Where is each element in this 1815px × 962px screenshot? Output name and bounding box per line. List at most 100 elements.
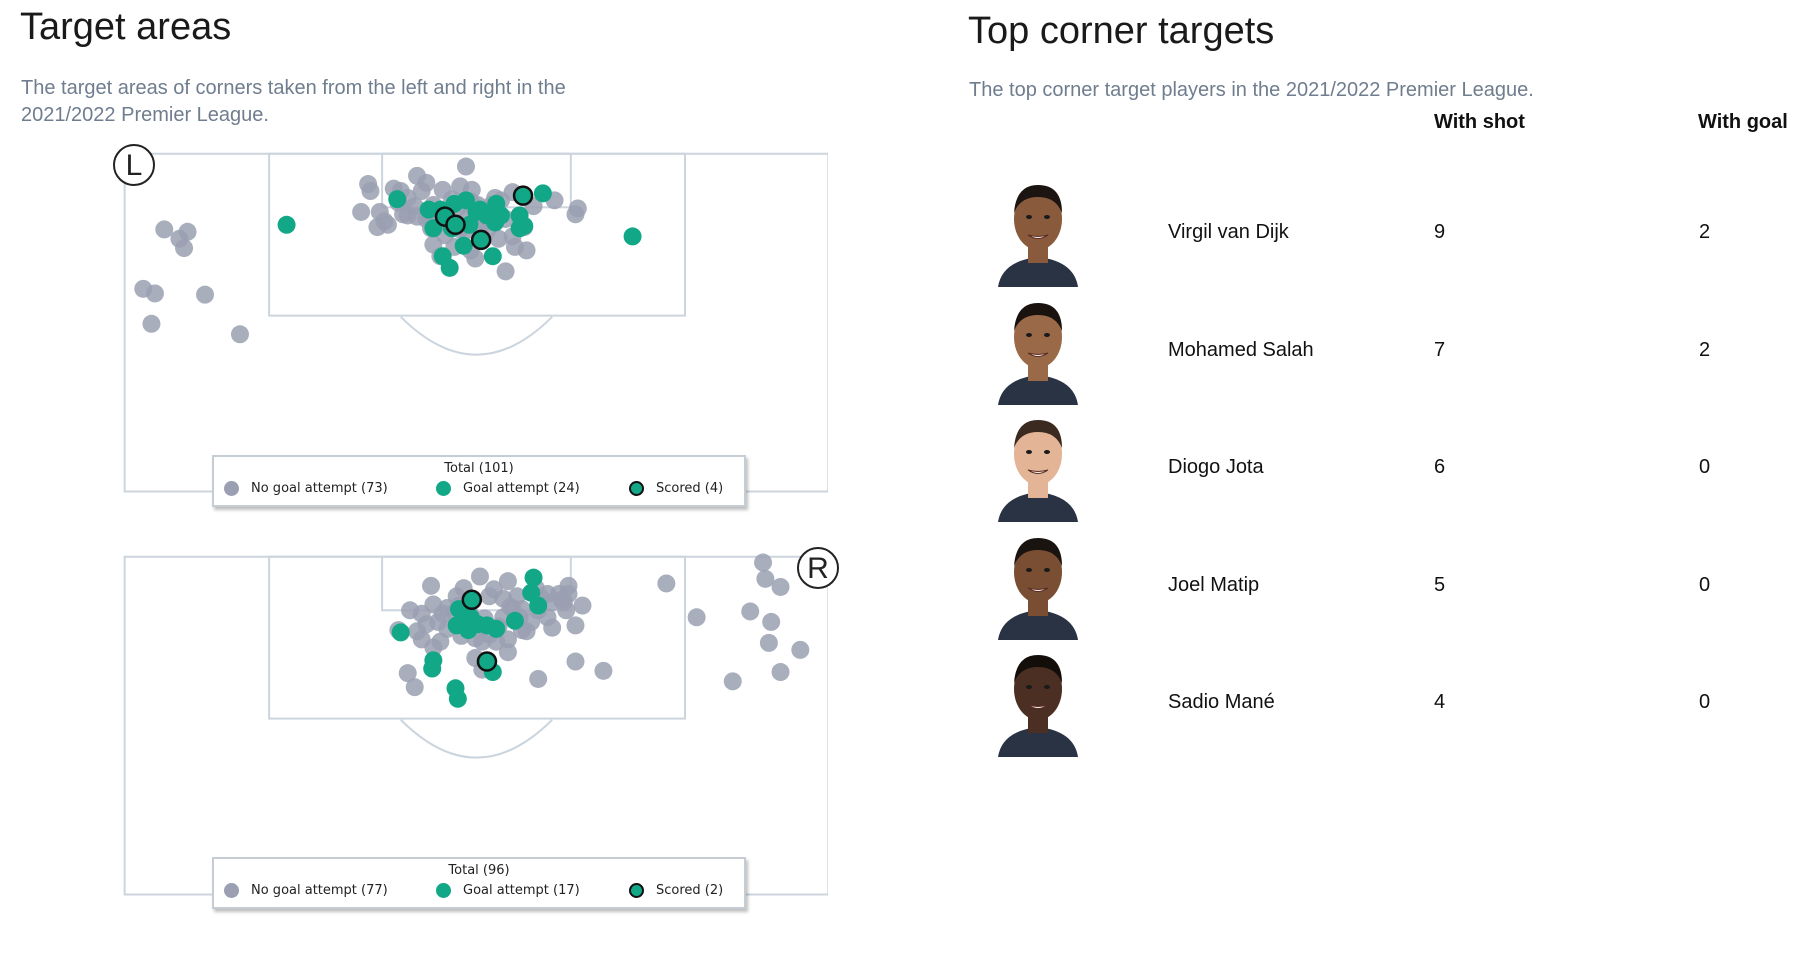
target-areas-title: Target areas xyxy=(20,6,232,48)
player-name: Sadio Mané xyxy=(1168,691,1275,713)
penalty-arc xyxy=(400,316,553,356)
corner-target-point xyxy=(741,602,760,621)
player-with-goal: 0 xyxy=(1699,574,1711,596)
hair-shape xyxy=(1014,185,1062,213)
face-shape xyxy=(1014,188,1062,250)
legend-scored: Scored (4) xyxy=(629,481,723,496)
scored-dot-icon xyxy=(629,883,644,898)
corner-target-point xyxy=(791,640,810,659)
corner-target-point xyxy=(461,608,480,627)
corner-target-point xyxy=(657,574,676,593)
player-name: Virgil van Dijk xyxy=(1168,221,1289,243)
goal-attempt-dot-icon xyxy=(436,883,451,898)
corner-target-point xyxy=(529,669,548,688)
corner-target-point xyxy=(456,191,475,210)
smile-shape xyxy=(1027,704,1049,709)
shirt-shape xyxy=(998,375,1078,405)
hair-shape xyxy=(1014,420,1062,448)
player-avatar xyxy=(998,655,1078,757)
corner-target-point xyxy=(489,229,508,248)
corner-target-point xyxy=(498,572,517,591)
corner-target-point xyxy=(566,205,585,224)
corner-target-point xyxy=(723,672,742,691)
corner-target-point xyxy=(522,583,541,602)
corner-target-point xyxy=(155,220,174,239)
corner-target-point xyxy=(378,215,397,234)
right-corner-pitch-chart xyxy=(123,553,828,896)
corner-target-point xyxy=(496,262,515,281)
corner-target-point xyxy=(505,237,524,256)
player-with-shot: 5 xyxy=(1434,574,1446,596)
corner-target-point xyxy=(573,596,592,615)
corner-target-point xyxy=(498,643,517,662)
corner-target-point xyxy=(391,623,410,642)
corner-target-point xyxy=(524,568,543,587)
player-with-goal: 2 xyxy=(1699,339,1711,361)
penalty-arc xyxy=(400,719,553,759)
target-areas-subtitle: The target areas of corners taken from t… xyxy=(21,77,566,126)
eye-shape xyxy=(1044,215,1050,219)
legend-scored: Scored (2) xyxy=(629,883,723,898)
corner-target-point xyxy=(440,258,459,277)
corner-target-point xyxy=(771,663,790,682)
legend-scored-label: Scored (2) xyxy=(656,883,724,898)
corner-target-point xyxy=(623,227,642,246)
corner-target-point xyxy=(196,285,215,304)
corner-target-point xyxy=(230,325,249,344)
left-legend-total: Total (101) xyxy=(444,461,514,476)
face-shape xyxy=(1014,658,1062,720)
hair-shape xyxy=(1014,655,1062,683)
player-with-shot: 6 xyxy=(1434,456,1446,478)
corner-target-point xyxy=(142,314,161,333)
eye-shape xyxy=(1026,685,1032,689)
player-name: Joel Matip xyxy=(1168,574,1260,596)
corner-target-point xyxy=(460,215,479,234)
corner-target-point xyxy=(762,612,781,631)
player-row: Diogo Jota 6 0 xyxy=(990,410,1790,522)
smile-shape xyxy=(1027,234,1049,239)
eye-shape xyxy=(1044,333,1050,337)
legend-no-attempt-label: No goal attempt (73) xyxy=(251,481,388,496)
corner-target-point xyxy=(445,214,466,236)
legend-goal-attempt: Goal attempt (17) xyxy=(436,883,580,898)
corner-target-point xyxy=(594,661,613,680)
corner-target-point xyxy=(422,576,441,595)
corner-target-point xyxy=(687,608,706,627)
corner-target-point xyxy=(429,612,448,631)
corner-target-point xyxy=(352,202,371,221)
column-header-with-shot: With shot xyxy=(1434,111,1525,133)
legend-scored-label: Scored (4) xyxy=(656,481,724,496)
left-corner-pitch-chart xyxy=(123,152,828,493)
face-shape xyxy=(1014,306,1062,368)
player-row: Virgil van Dijk 9 2 xyxy=(990,175,1790,287)
corner-target-point xyxy=(470,229,492,251)
corner-target-point xyxy=(398,664,417,683)
smile-shape xyxy=(1027,587,1049,592)
right-legend-total: Total (96) xyxy=(448,863,510,878)
legend-goal-attempt-label: Goal attempt (24) xyxy=(463,481,580,496)
corner-target-point xyxy=(771,577,790,596)
corner-target-point xyxy=(759,633,778,652)
eye-shape xyxy=(1026,450,1032,454)
player-name: Mohamed Salah xyxy=(1168,339,1314,361)
corner-target-point xyxy=(424,638,443,657)
left-legend: Total (101) No goal attempt (73) Goal at… xyxy=(212,455,746,507)
hair-shape xyxy=(1014,538,1062,566)
corner-target-point xyxy=(566,616,585,635)
player-with-goal: 0 xyxy=(1699,691,1711,713)
corner-target-point xyxy=(277,215,296,234)
corner-target-point xyxy=(543,618,562,637)
player-with-shot: 4 xyxy=(1434,691,1446,713)
player-name: Diogo Jota xyxy=(1168,456,1264,478)
corner-target-point xyxy=(566,652,585,671)
player-avatar xyxy=(998,303,1078,405)
corner-target-point xyxy=(754,553,773,572)
shirt-shape xyxy=(998,610,1078,640)
corner-target-point xyxy=(145,284,164,303)
corner-target-point xyxy=(175,239,194,258)
smile-shape xyxy=(1027,469,1049,474)
column-header-with-goal: With goal xyxy=(1698,111,1788,133)
player-with-goal: 0 xyxy=(1699,456,1711,478)
corner-target-point xyxy=(423,659,442,678)
corner-target-point xyxy=(559,584,578,603)
